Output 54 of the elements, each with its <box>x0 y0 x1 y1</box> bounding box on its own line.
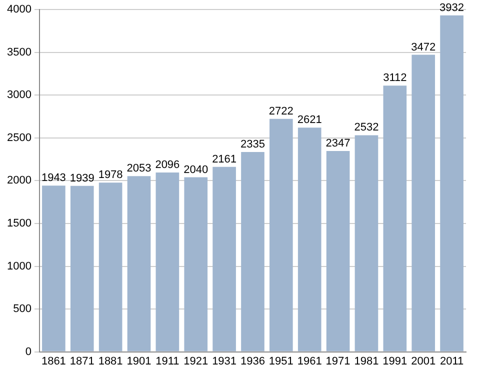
x-tick-label: 1881 <box>98 355 123 368</box>
x-tick-label: 1961 <box>297 355 322 368</box>
data-label: 2053 <box>126 162 152 175</box>
data-label: 3472 <box>411 41 436 54</box>
bar <box>241 152 264 352</box>
x-tick-label: 2011 <box>440 355 464 368</box>
bar <box>184 177 208 352</box>
x-tick-label: 1951 <box>268 355 294 368</box>
bar <box>98 182 122 352</box>
y-tick-label: 500 <box>13 303 32 316</box>
x-tick-label: 1991 <box>382 355 408 368</box>
y-tick-label: 1000 <box>6 260 32 272</box>
y-tick-label: 2000 <box>6 174 32 187</box>
data-label: 2040 <box>184 164 208 176</box>
y-tick-label: 2500 <box>6 132 32 144</box>
bar <box>412 54 436 352</box>
data-label: 3112 <box>383 72 407 84</box>
y-tick-label: 3500 <box>6 46 32 58</box>
bar <box>42 186 66 352</box>
x-tick-label: 1901 <box>126 355 152 368</box>
bar <box>270 118 293 352</box>
y-tick-label: 0 <box>25 346 32 358</box>
data-label: 2161 <box>212 153 237 166</box>
x-tick-label: 1921 <box>184 355 208 368</box>
data-label: 1943 <box>41 172 66 184</box>
x-tick-label: 1936 <box>240 355 265 368</box>
data-label: 1978 <box>98 169 123 182</box>
x-tick-label: 1971 <box>326 355 350 368</box>
data-label: 1939 <box>70 172 94 184</box>
data-label: 3932 <box>440 2 464 14</box>
bar <box>440 15 464 352</box>
data-label: 2722 <box>268 105 294 118</box>
bar <box>212 166 236 352</box>
x-tick-label: 2001 <box>411 355 436 368</box>
bar <box>326 151 350 352</box>
data-label: 2096 <box>155 159 180 172</box>
x-tick-label: 1931 <box>212 355 237 368</box>
data-label: 2347 <box>326 138 350 150</box>
data-label: 2532 <box>354 122 379 134</box>
bar <box>354 135 378 352</box>
bar <box>70 186 94 352</box>
x-tick-label: 1871 <box>70 355 94 368</box>
x-tick-label: 1911 <box>156 355 180 368</box>
y-tick-label: 4000 <box>6 4 32 16</box>
x-tick-label: 1861 <box>41 355 66 368</box>
data-label: 2621 <box>297 114 322 126</box>
y-tick-label: 1500 <box>6 218 32 230</box>
bar <box>383 86 407 352</box>
bar <box>127 176 151 352</box>
data-label: 2335 <box>240 138 265 151</box>
y-tick-label: 3000 <box>6 89 32 102</box>
bar <box>298 128 322 352</box>
bar <box>156 172 180 352</box>
x-tick-label: 1981 <box>354 355 379 368</box>
